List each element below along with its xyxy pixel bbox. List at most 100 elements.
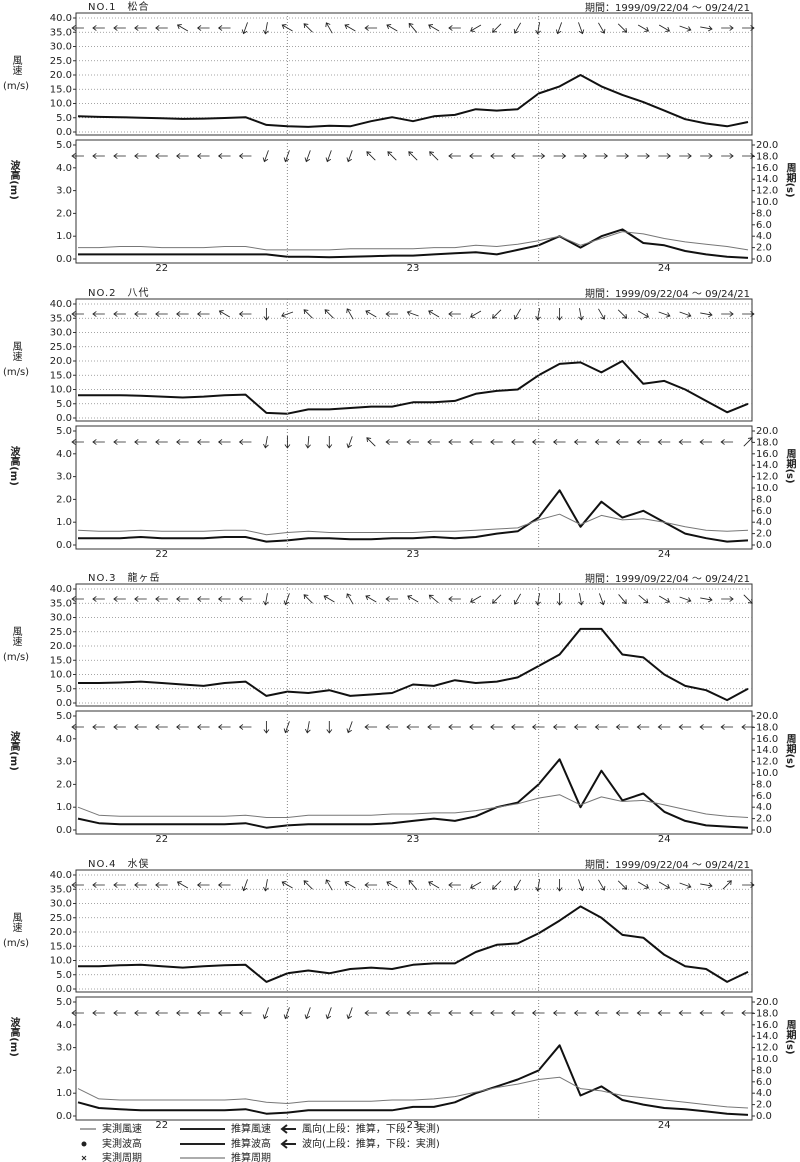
period-label: 期間：1999/09/22/04 ～ 09/24/21 <box>585 573 750 585</box>
direction-arrow <box>428 24 440 32</box>
direction-arrow <box>492 309 502 319</box>
direction-arrow <box>364 724 378 730</box>
direction-arrow <box>71 1010 84 1016</box>
y2-tick-label: 2.0 <box>756 243 772 254</box>
y-tick-label: 20.0 <box>50 356 72 367</box>
direction-arrow <box>618 594 627 605</box>
y-tick-label: 25.0 <box>50 342 72 353</box>
direction-arrow <box>364 25 378 31</box>
y2-tick-label: 6.0 <box>756 506 772 517</box>
x-tick-label: 22 <box>155 549 168 560</box>
y-axis-unit: (m/s) <box>3 938 29 949</box>
y-tick-label: 3.0 <box>56 757 72 768</box>
y2-tick-label: 8.0 <box>756 1065 772 1076</box>
direction-arrow <box>92 153 105 159</box>
direction-arrow <box>700 153 713 159</box>
direction-arrow <box>196 311 210 317</box>
direction-arrow <box>573 1010 587 1016</box>
direction-arrow <box>92 311 105 317</box>
direction-arrow <box>113 882 126 888</box>
y-tick-label: 4.0 <box>56 734 72 745</box>
direction-arrow <box>281 881 293 889</box>
direction-arrow <box>176 311 189 317</box>
direction-arrow <box>92 596 105 602</box>
x-tick-label: 22 <box>155 1120 168 1131</box>
y2-tick-label: 4.0 <box>756 1088 772 1099</box>
y-tick-label: 4.0 <box>56 449 72 460</box>
direction-arrow <box>616 153 630 159</box>
direction-arrow <box>615 439 629 445</box>
legend-symbol <box>280 1139 296 1149</box>
direction-arrow <box>325 879 333 891</box>
direction-arrow <box>365 310 377 318</box>
y-axis-label: 波高(m) <box>8 1016 20 1057</box>
direction-arrow <box>637 153 650 159</box>
panel-frame <box>75 869 753 993</box>
direction-arrow <box>217 724 231 730</box>
y2-tick-label: 4.0 <box>756 517 772 528</box>
direction-arrow <box>700 596 713 603</box>
direction-arrow <box>325 22 333 34</box>
direction-arrow <box>615 1010 629 1016</box>
y-tick-label: 5.0 <box>56 997 72 1008</box>
direction-arrow <box>303 309 313 319</box>
direction-arrow <box>284 436 291 449</box>
direction-arrow <box>71 439 84 445</box>
y-tick-label: 5.0 <box>56 426 72 437</box>
direction-arrow <box>720 724 734 730</box>
direction-arrow <box>113 596 126 602</box>
direction-arrow <box>531 1010 545 1016</box>
direction-arrow <box>408 22 418 33</box>
y-tick-label: 2.0 <box>56 208 72 219</box>
y-tick-label: 20.0 <box>50 70 72 81</box>
direction-arrow <box>637 881 650 889</box>
y-axis-label: 波高(m) <box>8 730 20 771</box>
direction-arrow <box>428 881 440 889</box>
direction-arrow <box>531 724 545 730</box>
direction-arrow <box>658 24 671 32</box>
direction-arrow <box>262 1007 269 1020</box>
y2-tick-label: 20.0 <box>756 711 778 722</box>
direction-arrow <box>615 724 629 730</box>
y-tick-label: 20.0 <box>50 927 72 938</box>
direction-arrow <box>406 1010 419 1016</box>
direction-arrow <box>134 153 147 159</box>
direction-arrow <box>598 22 606 34</box>
legend-label: 推算風速 <box>231 1122 271 1135</box>
y-tick-label: 30.0 <box>50 328 72 339</box>
panel-frame <box>75 583 753 707</box>
y-tick-label: 2.0 <box>56 779 72 790</box>
direction-arrow <box>470 595 482 603</box>
y2-tick-label: 6.0 <box>756 220 772 231</box>
direction-arrow <box>196 882 210 888</box>
direction-arrow <box>386 881 398 889</box>
y-tick-label: 10.0 <box>50 385 72 396</box>
direction-arrow <box>303 23 313 33</box>
direction-arrow <box>196 1010 210 1016</box>
y-tick-label: 5.0 <box>56 711 72 722</box>
direction-arrow <box>344 24 356 32</box>
legend-symbol <box>81 1141 87 1147</box>
direction-arrow <box>513 22 522 34</box>
direction-arrow <box>448 439 461 445</box>
direction-arrow <box>155 25 168 31</box>
y-axis-unit: (m/s) <box>3 81 29 92</box>
direction-arrow <box>113 1010 126 1016</box>
y2-tick-label: 12.0 <box>756 757 778 768</box>
y2-tick-label: 16.0 <box>756 1020 778 1031</box>
direction-arrow <box>532 153 546 159</box>
direction-arrow <box>325 1007 332 1020</box>
direction-arrow <box>741 1010 754 1016</box>
direction-arrow <box>134 439 147 445</box>
direction-arrow <box>721 596 734 602</box>
direction-arrow <box>385 724 399 730</box>
direction-arrow <box>196 153 210 159</box>
direction-arrow <box>700 25 713 32</box>
direction-arrow <box>326 436 333 449</box>
period-label: 期間：1999/09/22/04 ～ 09/24/21 <box>585 2 750 14</box>
y-axis-label: 波高(m) <box>8 445 20 486</box>
direction-arrow <box>113 724 126 730</box>
direction-arrow <box>176 153 189 159</box>
direction-arrow <box>448 724 461 730</box>
